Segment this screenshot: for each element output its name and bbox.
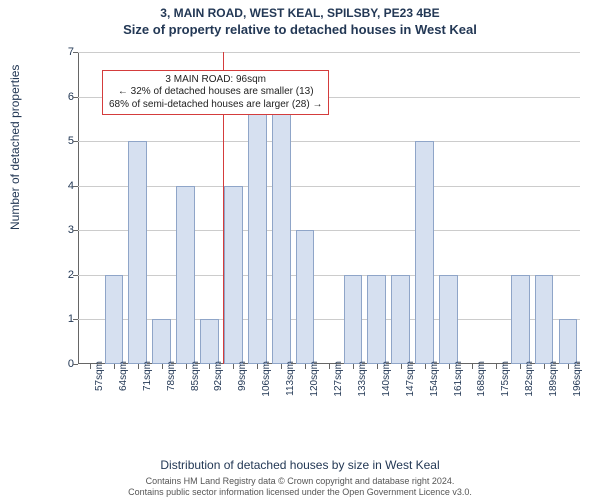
- bar: [367, 275, 386, 364]
- y-tick-mark: [73, 230, 78, 231]
- gridline: [78, 141, 580, 142]
- y-tick-label: 5: [56, 135, 74, 147]
- x-tick-mark: [257, 364, 258, 369]
- x-tick-mark: [401, 364, 402, 369]
- x-tick-mark: [520, 364, 521, 369]
- bar: [344, 275, 363, 364]
- annotation-box: 3 MAIN ROAD: 96sqm← 32% of detached hous…: [102, 70, 329, 116]
- x-tick-mark: [329, 364, 330, 369]
- y-tick-label: 0: [56, 358, 74, 370]
- bar: [200, 319, 219, 364]
- annotation-line1: 3 MAIN ROAD: 96sqm: [109, 74, 322, 87]
- bar: [128, 141, 147, 364]
- x-tick-label: 78sqm: [166, 361, 177, 391]
- y-tick-mark: [73, 141, 78, 142]
- x-tick-mark: [114, 364, 115, 369]
- x-tick-mark: [544, 364, 545, 369]
- x-tick-label: 64sqm: [118, 361, 129, 391]
- x-tick-label: 175sqm: [500, 361, 511, 397]
- x-tick-label: 154sqm: [429, 361, 440, 397]
- x-tick-label: 140sqm: [381, 361, 392, 397]
- x-tick-mark: [305, 364, 306, 369]
- gridline: [78, 52, 580, 53]
- bar: [439, 275, 458, 364]
- x-tick-label: 120sqm: [309, 361, 320, 397]
- x-tick-mark: [568, 364, 569, 369]
- x-tick-label: 85sqm: [190, 361, 201, 391]
- x-tick-mark: [186, 364, 187, 369]
- x-tick-label: 161sqm: [453, 361, 464, 397]
- x-tick-mark: [496, 364, 497, 369]
- bar: [152, 319, 171, 364]
- x-tick-label: 57sqm: [94, 361, 105, 391]
- chart-title-address: 3, MAIN ROAD, WEST KEAL, SPILSBY, PE23 4…: [0, 0, 600, 20]
- x-tick-label: 196sqm: [572, 361, 583, 397]
- x-tick-mark: [472, 364, 473, 369]
- annotation-line2: ← 32% of detached houses are smaller (13…: [109, 86, 322, 99]
- x-tick-mark: [425, 364, 426, 369]
- y-tick-mark: [73, 97, 78, 98]
- y-axis-line: [78, 52, 79, 364]
- chart-area: 0123456757sqm64sqm71sqm78sqm85sqm92sqm99…: [50, 52, 580, 412]
- y-tick-label: 7: [56, 46, 74, 58]
- bar: [105, 275, 124, 364]
- annotation-line3: 68% of semi-detached houses are larger (…: [109, 99, 322, 112]
- footer-text: Contains HM Land Registry data © Crown c…: [0, 476, 600, 498]
- x-tick-label: 147sqm: [405, 361, 416, 397]
- y-tick-mark: [73, 275, 78, 276]
- x-tick-label: 133sqm: [357, 361, 368, 397]
- y-axis-label: Number of detached properties: [8, 65, 22, 230]
- gridline: [78, 275, 580, 276]
- bar: [248, 97, 267, 364]
- y-tick-mark: [73, 52, 78, 53]
- footer-line1: Contains HM Land Registry data © Crown c…: [0, 476, 600, 487]
- y-tick-mark: [73, 186, 78, 187]
- bar: [559, 319, 578, 364]
- bar: [415, 141, 434, 364]
- x-tick-label: 127sqm: [333, 361, 344, 397]
- bar: [272, 97, 291, 364]
- bar: [224, 186, 243, 364]
- x-tick-label: 113sqm: [285, 361, 296, 396]
- bar: [511, 275, 530, 364]
- gridline: [78, 230, 580, 231]
- x-tick-label: 92sqm: [213, 361, 224, 391]
- x-tick-label: 106sqm: [261, 361, 272, 397]
- x-tick-label: 182sqm: [524, 361, 535, 397]
- y-tick-label: 1: [56, 313, 74, 325]
- bar: [296, 230, 315, 364]
- x-tick-mark: [209, 364, 210, 369]
- y-tick-label: 2: [56, 269, 74, 281]
- bar: [176, 186, 195, 364]
- chart-title-subtitle: Size of property relative to detached ho…: [0, 20, 600, 37]
- x-tick-mark: [90, 364, 91, 369]
- x-tick-mark: [353, 364, 354, 369]
- x-tick-label: 99sqm: [237, 361, 248, 391]
- x-axis-label: Distribution of detached houses by size …: [0, 458, 600, 472]
- x-tick-mark: [233, 364, 234, 369]
- gridline: [78, 186, 580, 187]
- y-tick-label: 6: [56, 91, 74, 103]
- y-tick-mark: [73, 364, 78, 365]
- bar: [535, 275, 554, 364]
- y-tick-mark: [73, 319, 78, 320]
- chart-container: 3, MAIN ROAD, WEST KEAL, SPILSBY, PE23 4…: [0, 0, 600, 500]
- x-tick-mark: [377, 364, 378, 369]
- x-tick-mark: [281, 364, 282, 369]
- x-tick-mark: [449, 364, 450, 369]
- plot-region: 0123456757sqm64sqm71sqm78sqm85sqm92sqm99…: [78, 52, 580, 364]
- bar: [391, 275, 410, 364]
- x-tick-label: 71sqm: [142, 361, 153, 391]
- x-tick-mark: [138, 364, 139, 369]
- x-tick-label: 189sqm: [548, 361, 559, 397]
- x-tick-mark: [162, 364, 163, 369]
- footer-line2: Contains public sector information licen…: [0, 487, 600, 498]
- x-tick-label: 168sqm: [476, 361, 487, 397]
- y-tick-label: 4: [56, 180, 74, 192]
- y-tick-label: 3: [56, 224, 74, 236]
